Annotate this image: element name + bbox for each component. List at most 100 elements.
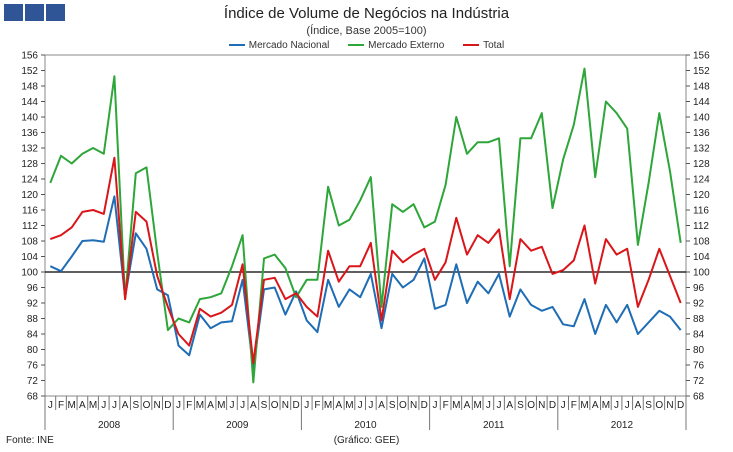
y-tick-label-left: 128 <box>21 159 38 170</box>
month-label: S <box>261 400 268 411</box>
y-tick-label-left: 80 <box>27 345 39 356</box>
series-line-mercado-nacional <box>49 195 682 370</box>
y-tick-label-left: 140 <box>21 113 38 124</box>
month-label: M <box>196 400 204 411</box>
y-tick-label-right: 80 <box>693 345 705 356</box>
y-tick-label-right: 136 <box>693 128 710 139</box>
month-label: A <box>592 400 599 411</box>
month-label: M <box>345 400 353 411</box>
y-tick-label-right: 112 <box>693 221 709 232</box>
month-label: N <box>410 400 417 411</box>
month-label: O <box>143 400 151 411</box>
y-tick-label-left: 148 <box>21 82 38 93</box>
month-label: J <box>497 400 502 411</box>
y-tick-label-right: 116 <box>693 206 709 217</box>
y-tick-label-left: 96 <box>27 283 39 294</box>
month-label: F <box>443 400 449 411</box>
month-label: S <box>645 400 652 411</box>
month-label: J <box>358 400 363 411</box>
y-tick-label-left: 112 <box>22 221 38 232</box>
y-tick-label-left: 76 <box>27 361 39 372</box>
month-label: M <box>217 400 225 411</box>
y-tick-label-right: 88 <box>693 314 705 325</box>
month-label: J <box>304 400 309 411</box>
y-tick-label-right: 140 <box>693 113 710 124</box>
month-label: N <box>282 400 289 411</box>
chart-title: Índice de Volume de Negócios na Indústri… <box>223 5 510 22</box>
chart-legend: Mercado Nacional Mercado Externo Total <box>0 40 733 51</box>
plot-frame <box>44 54 687 397</box>
series-line-mercado-externo <box>49 67 682 384</box>
month-label: J <box>112 400 117 411</box>
year-label: 2011 <box>483 420 505 431</box>
month-label: D <box>549 400 556 411</box>
month-label: O <box>399 400 407 411</box>
month-label: J <box>176 400 181 411</box>
y-tick-label-left: 92 <box>27 299 39 310</box>
y-tick-label-left: 124 <box>21 175 38 186</box>
y-tick-label-right: 152 <box>693 66 710 77</box>
y-tick-label-left: 108 <box>21 237 38 248</box>
chart-subtitle: (Índice, Base 2005=100) <box>306 25 427 37</box>
y-tick-label-right: 132 <box>693 144 710 155</box>
year-label: 2008 <box>98 420 121 431</box>
month-label: S <box>517 400 524 411</box>
y-tick-label-right: 104 <box>693 252 710 263</box>
month-label: D <box>677 400 684 411</box>
y-tick-label-right: 128 <box>693 159 710 170</box>
month-label: A <box>464 400 471 411</box>
y-tick-label-left: 120 <box>21 190 38 201</box>
month-label: J <box>101 400 106 411</box>
month-label: J <box>368 400 373 411</box>
month-label: O <box>655 400 663 411</box>
month-label: D <box>164 400 171 411</box>
month-label: A <box>207 400 214 411</box>
y-tick-label-left: 84 <box>27 330 39 341</box>
y-tick-label-left: 116 <box>22 206 38 217</box>
legend-swatch-total <box>463 44 480 47</box>
month-label: S <box>389 400 396 411</box>
y-tick-label-right: 120 <box>693 190 710 201</box>
legend-swatch-mercado-nacional <box>228 44 245 47</box>
legend-label-mercado-nacional: Mercado Nacional <box>248 40 330 51</box>
logo-block-1 <box>4 4 23 21</box>
month-label: J <box>561 400 566 411</box>
month-label: J <box>614 400 619 411</box>
year-label: 2012 <box>611 420 634 431</box>
y-tick-label-right: 76 <box>693 361 705 372</box>
y-tick-label-left: 132 <box>21 144 38 155</box>
month-label: F <box>571 400 577 411</box>
y-tick-label-left: 88 <box>27 314 39 325</box>
month-label: N <box>154 400 161 411</box>
y-tick-label-left: 68 <box>27 392 39 403</box>
y-tick-label-right: 84 <box>693 330 705 341</box>
source-note: Fonte: INE <box>6 435 54 446</box>
month-label: F <box>186 400 192 411</box>
y-tick-label-right: 72 <box>693 376 705 387</box>
month-label: A <box>378 400 385 411</box>
y-tick-label-right: 124 <box>693 175 710 186</box>
y-tick-label-right: 68 <box>693 392 705 403</box>
y-tick-label-left: 152 <box>21 66 38 77</box>
month-label: N <box>538 400 545 411</box>
y-tick-label-right: 96 <box>693 283 705 294</box>
month-label: D <box>421 400 428 411</box>
y-tick-label-left: 104 <box>21 252 38 263</box>
y-tick-label-left: 72 <box>27 376 39 387</box>
y-tick-label-right: 100 <box>693 268 710 279</box>
legend-label-total: Total <box>483 40 505 51</box>
y-tick-label-left: 156 <box>21 51 38 62</box>
month-label: A <box>122 400 129 411</box>
month-label: O <box>271 400 279 411</box>
month-label: J <box>240 400 245 411</box>
y-tick-label-right: 144 <box>693 97 710 108</box>
y-tick-label-right: 156 <box>693 51 710 62</box>
month-label: A <box>79 400 86 411</box>
legend-label-mercado-externo: Mercado Externo <box>368 40 445 51</box>
month-label: N <box>666 400 673 411</box>
month-label: J <box>432 400 437 411</box>
chart-credit: (Gráfico: GEE) <box>333 435 400 446</box>
month-label: O <box>527 400 535 411</box>
month-label: F <box>314 400 320 411</box>
